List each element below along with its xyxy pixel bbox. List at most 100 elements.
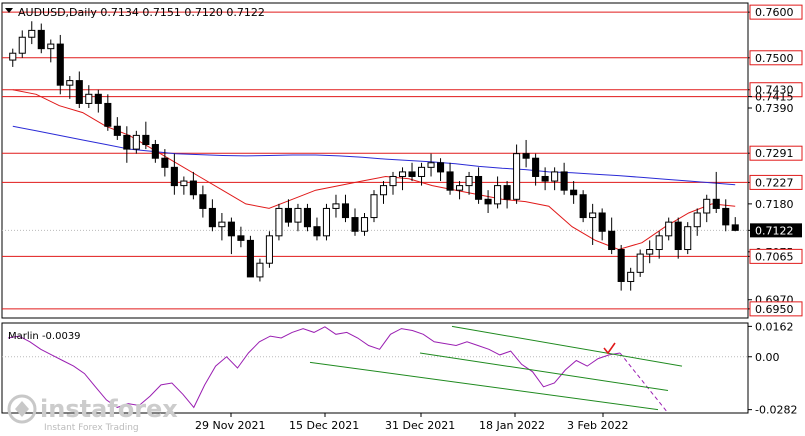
candle-body	[28, 29, 36, 38]
candle-body	[313, 226, 321, 237]
price-tick-label: 0.7180	[755, 198, 794, 211]
candle-body	[427, 162, 435, 168]
level-price-box	[749, 4, 803, 20]
candle-body	[85, 93, 93, 104]
time-tick-label: 18 Jan 2022	[479, 419, 545, 432]
ma-red-line	[12, 89, 736, 251]
candle-body	[703, 198, 711, 214]
channel-line	[309, 361, 659, 411]
candle-body	[674, 221, 682, 251]
candle-body	[113, 125, 121, 136]
price-tick-label: 0.7415	[755, 91, 794, 104]
candle-body	[170, 166, 178, 187]
candle-body	[256, 262, 264, 278]
level-price-label: 0.7065	[755, 250, 794, 263]
level-price-box	[749, 174, 803, 190]
candle-body	[189, 180, 197, 196]
candle-body	[237, 235, 245, 241]
candle-body	[503, 185, 511, 200]
candle-body	[180, 180, 188, 187]
candle-body	[484, 198, 492, 205]
candle-body	[456, 185, 464, 191]
candle-body	[465, 175, 473, 187]
candle-body	[684, 226, 692, 251]
ma-blue-line	[12, 125, 736, 186]
candle-body	[66, 80, 74, 86]
candle-body	[199, 194, 207, 209]
candle-body	[437, 162, 445, 173]
candle-body	[75, 80, 83, 104]
symbol-line: AUDUSD,Daily 0.7134 0.7151 0.7120 0.7122	[18, 6, 265, 19]
level-price-box	[749, 82, 803, 98]
time-tick-label: 29 Nov 2021	[195, 419, 265, 432]
candle-body	[665, 221, 673, 237]
channel-line	[451, 325, 683, 367]
candle-body	[522, 153, 530, 159]
candle-body	[360, 217, 369, 232]
level-price-label: 0.7500	[755, 52, 794, 65]
level-price-box	[749, 248, 803, 264]
candle-layer	[9, 21, 739, 291]
candle-body	[655, 235, 663, 251]
level-price-label: 0.7430	[755, 84, 794, 97]
current-price-label: 0.7122	[755, 224, 794, 237]
candle-body	[151, 144, 159, 159]
candle-body	[379, 185, 388, 196]
candle-body	[417, 166, 426, 177]
candle-body	[284, 207, 292, 223]
candle-body	[731, 224, 739, 231]
candle-body	[693, 212, 701, 228]
osc-tick-label: 0.00	[755, 351, 780, 364]
candle-body	[446, 171, 454, 191]
candle-body	[37, 29, 45, 50]
collapse-triangle-icon[interactable]	[5, 8, 13, 13]
candle-body	[370, 194, 378, 219]
candle-body	[132, 134, 140, 150]
ma-layer	[12, 89, 736, 251]
candle-body	[303, 207, 311, 228]
candle-body	[123, 134, 131, 150]
candle-body	[227, 221, 235, 237]
candle-body	[56, 43, 64, 86]
candle-body	[351, 217, 359, 232]
candle-body	[332, 203, 340, 209]
level-layer	[2, 11, 748, 310]
candle-body	[389, 175, 397, 187]
candle-body	[551, 171, 559, 182]
candle-body	[265, 235, 273, 264]
candle-body	[589, 212, 597, 219]
candle-body	[541, 175, 549, 182]
marlin-projection	[619, 352, 669, 414]
time-tick-label: 3 Feb 2022	[567, 419, 628, 432]
price-panel-frame	[1, 2, 749, 319]
instaforex-logo: instaforex Instant Forex Trading	[7, 394, 178, 433]
candle-body	[608, 230, 616, 251]
time-tick-label: 31 Dec 2021	[385, 419, 455, 432]
candle-body	[322, 207, 331, 237]
candle-body	[646, 249, 654, 255]
candle-body	[513, 153, 521, 200]
candle-body	[617, 249, 625, 282]
grid-layer	[1, 2, 749, 414]
watermark-tagline: Instant Forex Trading	[44, 423, 139, 432]
candle-body	[398, 171, 407, 177]
level-price-box	[749, 301, 803, 317]
level-price-box	[749, 145, 803, 161]
channel-line	[419, 352, 669, 391]
candle-body	[627, 271, 635, 282]
marlin-line	[7, 326, 621, 409]
candle-body	[294, 207, 302, 223]
candle-body	[341, 203, 350, 219]
candle-body	[142, 134, 150, 146]
candle-body	[722, 207, 730, 226]
candle-body	[598, 212, 606, 232]
candle-body	[408, 171, 416, 177]
candle-body	[218, 221, 226, 228]
check-mark-icon	[603, 342, 616, 355]
time-tick-label: 15 Dec 2021	[289, 419, 359, 432]
candle-body	[161, 157, 169, 168]
level-price-label: 0.7291	[755, 147, 794, 160]
level-price-label: 0.7227	[755, 176, 794, 189]
candle-body	[275, 207, 283, 237]
